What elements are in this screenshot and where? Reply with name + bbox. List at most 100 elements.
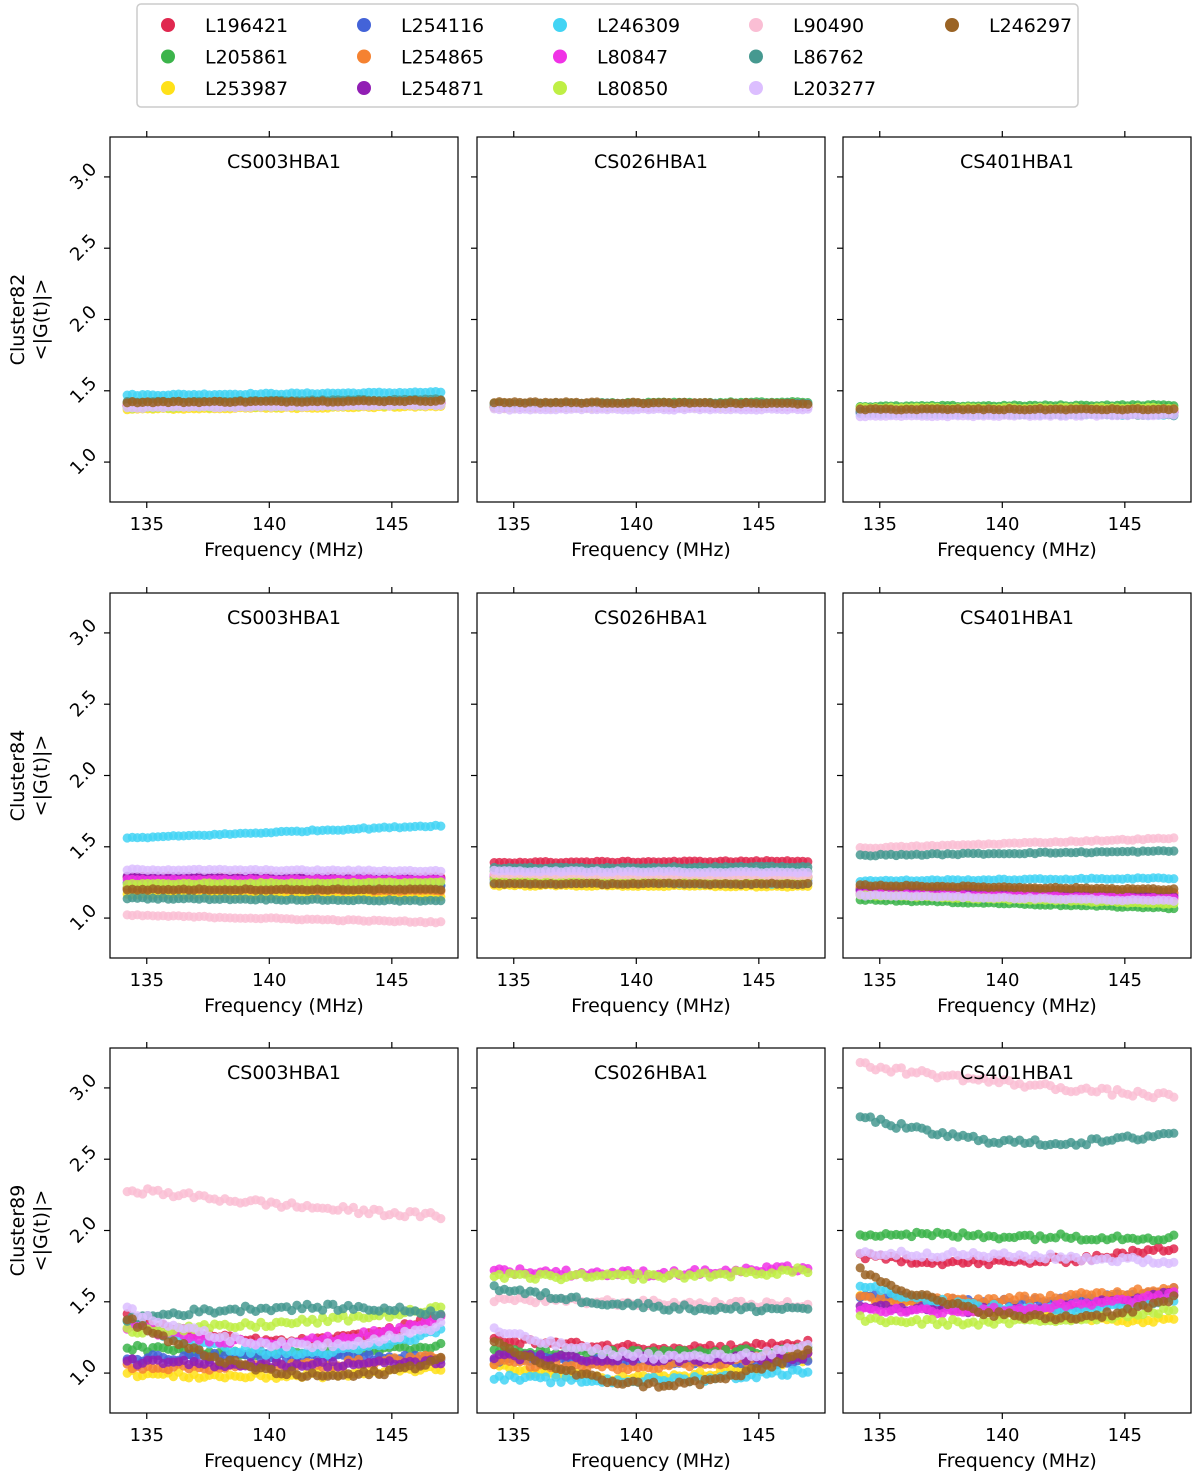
x-axis-label: Frequency (MHz) xyxy=(204,995,364,1017)
legend-frame xyxy=(136,3,1079,108)
row-ylabel-suffix: <|G(t)|> xyxy=(30,279,52,361)
legend-marker xyxy=(553,49,567,64)
data-point xyxy=(1169,884,1179,894)
row-ylabel-suffix: <|G(t)|> xyxy=(30,1190,52,1272)
legend-marker xyxy=(553,81,567,95)
points-layer xyxy=(122,387,446,415)
points-layer xyxy=(489,856,813,892)
x-tick-label: 135 xyxy=(497,970,531,991)
plot-grid: Cluster82 <|G(t)|>135 140 1451.01.52.02.53.… xyxy=(7,131,1192,1472)
data-point xyxy=(436,821,446,831)
panel-title: CS026HBA1 xyxy=(594,607,708,629)
x-tick-label: 140 xyxy=(252,970,286,991)
panel-frame xyxy=(476,592,826,959)
panel-title: CS003HBA1 xyxy=(227,607,341,629)
panel-title: CS401HBA1 xyxy=(960,607,1074,629)
y-tick-label: 1.5 xyxy=(66,829,101,864)
y-tick-label: 2.5 xyxy=(66,230,101,265)
y-tick-label: 3.0 xyxy=(66,615,101,650)
x-tick-label: 135 xyxy=(130,514,164,535)
legend-label: L90490 xyxy=(793,15,864,37)
points-layer xyxy=(855,399,1179,422)
y-tick-label: 1.0 xyxy=(66,900,101,935)
x-tick-label: 145 xyxy=(742,514,776,535)
legend-marker xyxy=(357,18,371,32)
data-point xyxy=(436,395,446,405)
data-point xyxy=(436,885,446,895)
legend: L196421 L205861 L253987 L254116 L254865 L2548… xyxy=(136,3,1079,108)
x-tick-label: 145 xyxy=(1108,514,1142,535)
x-axis-label: Frequency (MHz) xyxy=(937,995,1097,1017)
data-point xyxy=(803,399,813,409)
legend-marker xyxy=(945,18,959,32)
legend-label: L253987 xyxy=(205,78,288,100)
legend-marker xyxy=(357,49,371,64)
panel-title: CS003HBA1 xyxy=(227,151,341,173)
legend-marker xyxy=(161,81,175,95)
x-tick-label: 145 xyxy=(1108,970,1142,991)
row-cluster-label: Cluster82 xyxy=(7,274,29,366)
data-point xyxy=(1169,833,1179,843)
legend-label: L80850 xyxy=(597,78,668,100)
data-point xyxy=(1169,874,1179,884)
y-tick-label: 2.0 xyxy=(66,302,101,337)
points-layer xyxy=(122,1184,446,1383)
legend-label: L205861 xyxy=(205,47,288,69)
legend-marker xyxy=(749,49,763,64)
panel: 135 140 145 Frequency (MHz) CS026HBA1 xyxy=(471,131,826,561)
legend-marker xyxy=(357,81,371,95)
legend-marker xyxy=(553,18,567,32)
data-point xyxy=(436,877,446,887)
points-layer xyxy=(855,833,1179,914)
data-point xyxy=(436,387,446,397)
x-axis-label: Frequency (MHz) xyxy=(571,995,731,1017)
data-point xyxy=(436,866,446,876)
legend-label: L86762 xyxy=(793,47,864,69)
x-tick-label: 135 xyxy=(497,514,531,535)
row-ylabel-suffix: <|G(t)|> xyxy=(30,735,52,817)
legend-marker xyxy=(749,18,763,32)
y-tick-label: 2.5 xyxy=(66,686,101,721)
x-axis-label: Frequency (MHz) xyxy=(571,539,731,561)
x-tick-label: 140 xyxy=(619,514,653,535)
panel-title: CS026HBA1 xyxy=(594,151,708,173)
legend-label: L203277 xyxy=(793,78,876,100)
x-tick-label: 135 xyxy=(863,970,897,991)
legend-label: L246297 xyxy=(989,15,1072,37)
data-point xyxy=(803,867,813,878)
panel-frame xyxy=(476,136,826,503)
x-tick-label: 135 xyxy=(130,970,164,991)
panel-frame xyxy=(842,136,1192,503)
x-tick-label: 140 xyxy=(619,970,653,991)
data-point xyxy=(436,896,446,906)
legend-label: L196421 xyxy=(205,15,288,37)
x-tick-label: 140 xyxy=(252,514,286,535)
legend-marker xyxy=(161,49,175,64)
x-axis-label: Frequency (MHz) xyxy=(204,539,364,561)
panel: 135 140 145 Frequency (MHz) CS026HBA1 xyxy=(471,587,826,1017)
y-tick-label: 2.0 xyxy=(66,758,101,793)
legend-marker xyxy=(749,81,763,95)
points-layer xyxy=(489,397,813,415)
data-point xyxy=(1169,846,1179,856)
data-point xyxy=(803,878,813,889)
data-point xyxy=(1169,404,1179,414)
x-tick-label: 145 xyxy=(742,970,776,991)
legend-label: L80847 xyxy=(597,47,668,69)
data-point xyxy=(436,917,446,927)
points-layer xyxy=(122,820,446,928)
legend-label: L254116 xyxy=(401,15,484,37)
legend-label: L254871 xyxy=(401,78,484,100)
row-cluster-label: Cluster89 xyxy=(7,1185,29,1277)
y-tick-label: 1.0 xyxy=(66,444,101,479)
y-tick-label: 3.0 xyxy=(66,159,101,194)
x-axis-label: Frequency (MHz) xyxy=(937,539,1097,561)
panel-title: CS401HBA1 xyxy=(960,151,1074,173)
legend-label: L254865 xyxy=(401,47,484,69)
x-tick-label: 145 xyxy=(375,970,409,991)
row-cluster-label: Cluster84 xyxy=(7,730,29,822)
